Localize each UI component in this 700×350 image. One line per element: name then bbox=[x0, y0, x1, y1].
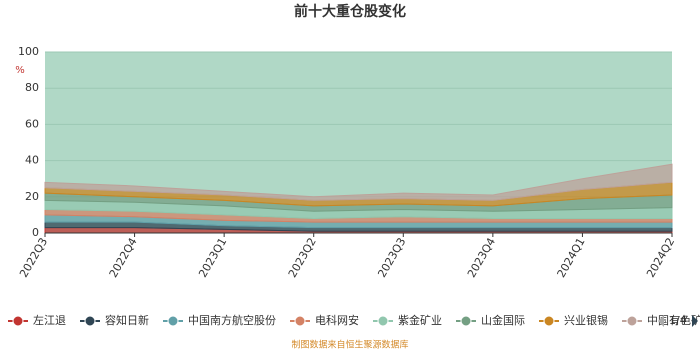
legend-marker bbox=[377, 315, 389, 327]
source-note: 制图数据来自恒生聚源数据库 bbox=[291, 339, 408, 350]
legend-label[interactable]: 兴业银锡 bbox=[564, 313, 608, 327]
chart-title: 前十大重仓股变化 bbox=[294, 3, 406, 20]
legend-label[interactable]: 山金国际 bbox=[481, 313, 525, 327]
y-tick-label: 100 bbox=[18, 45, 39, 58]
legend-label[interactable]: 中国南方航空股份 bbox=[188, 313, 276, 327]
legend-marker bbox=[294, 315, 306, 327]
x-tick-label: 2022Q3 bbox=[17, 236, 50, 280]
y-tick-label: 0 bbox=[32, 226, 39, 239]
legend-prev[interactable] bbox=[658, 315, 664, 327]
legend-label[interactable]: 中国有色矿 bbox=[647, 313, 700, 327]
y-tick-label: 80 bbox=[25, 81, 39, 94]
legend-label[interactable]: 容知日新 bbox=[105, 313, 149, 327]
y-tick-label: 40 bbox=[25, 154, 39, 167]
x-tick-label: 2023Q1 bbox=[196, 236, 229, 280]
x-tick-label: 2023Q4 bbox=[465, 236, 498, 280]
y-unit: % bbox=[15, 65, 25, 76]
legend-page: 1/4 bbox=[669, 314, 687, 327]
legend-marker bbox=[12, 315, 24, 327]
x-tick-label: 2024Q1 bbox=[555, 236, 588, 280]
legend-marker bbox=[460, 315, 472, 327]
x-tick-label: 2024Q2 bbox=[644, 236, 677, 280]
legend-marker bbox=[167, 315, 179, 327]
legend-marker bbox=[626, 315, 638, 327]
legend-marker bbox=[543, 315, 555, 327]
legend-next[interactable] bbox=[692, 315, 698, 327]
y-tick-label: 60 bbox=[25, 117, 39, 130]
legend-label[interactable]: 左江退 bbox=[33, 314, 66, 327]
x-tick-label: 2022Q4 bbox=[107, 236, 140, 280]
area bbox=[44, 163, 673, 201]
legend-label[interactable]: 紫金矿业 bbox=[398, 313, 442, 327]
legend-marker bbox=[84, 315, 96, 327]
x-tick-label: 2023Q3 bbox=[375, 236, 408, 280]
legend-label[interactable]: 电科网安 bbox=[315, 313, 359, 327]
y-tick-label: 20 bbox=[25, 190, 39, 203]
x-tick-label: 2023Q2 bbox=[286, 236, 319, 280]
